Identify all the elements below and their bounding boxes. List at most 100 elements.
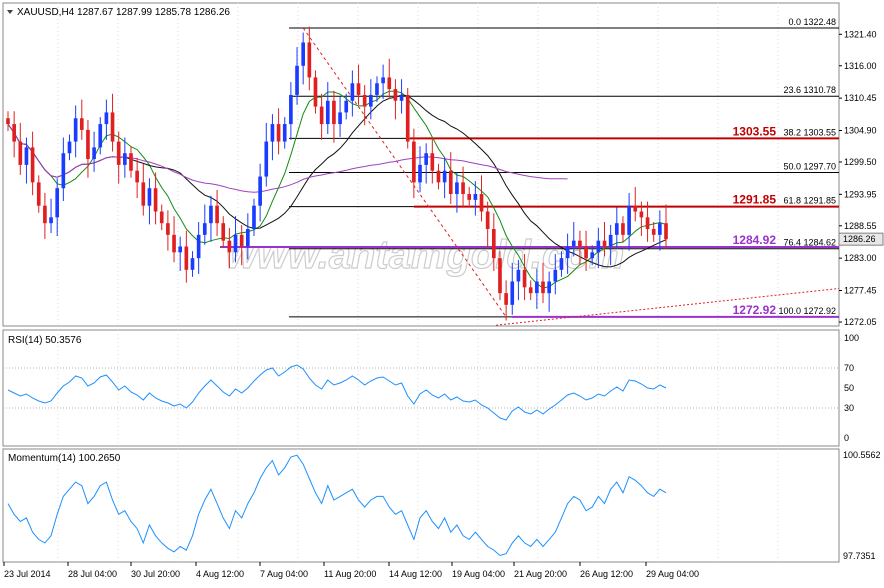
- candle[interactable]: [405, 87, 410, 149]
- candle[interactable]: [18, 122, 23, 175]
- candle[interactable]: [608, 224, 613, 266]
- candle[interactable]: [424, 143, 428, 184]
- candle[interactable]: [166, 210, 170, 251]
- candle[interactable]: [12, 111, 16, 158]
- candle[interactable]: [362, 85, 367, 126]
- candle[interactable]: [448, 152, 453, 204]
- candle[interactable]: [49, 198, 53, 234]
- candle[interactable]: [498, 251, 502, 301]
- candle[interactable]: [73, 105, 78, 158]
- candle[interactable]: [590, 245, 595, 266]
- candle[interactable]: [325, 82, 330, 134]
- candle[interactable]: [639, 201, 644, 237]
- candle[interactable]: [221, 216, 226, 248]
- candle[interactable]: [584, 230, 588, 271]
- candle[interactable]: [98, 117, 103, 155]
- candle[interactable]: [6, 111, 10, 132]
- candle[interactable]: [178, 236, 183, 271]
- triangle-down-icon[interactable]: [7, 10, 13, 14]
- candle[interactable]: [350, 70, 355, 117]
- candle[interactable]: [264, 122, 269, 187]
- candle[interactable]: [651, 222, 656, 242]
- candle[interactable]: [307, 26, 312, 91]
- candle[interactable]: [110, 93, 115, 152]
- candle[interactable]: [301, 32, 306, 85]
- candle[interactable]: [258, 163, 262, 222]
- candle[interactable]: [479, 175, 484, 222]
- candle[interactable]: [571, 222, 576, 257]
- candle[interactable]: [159, 204, 164, 231]
- candle[interactable]: [215, 189, 219, 237]
- candle[interactable]: [368, 79, 373, 120]
- candle[interactable]: [535, 268, 539, 309]
- candle[interactable]: [442, 157, 447, 199]
- candle[interactable]: [387, 58, 392, 100]
- candle[interactable]: [246, 213, 250, 260]
- candle[interactable]: [455, 172, 459, 213]
- candle[interactable]: [282, 117, 287, 149]
- candle[interactable]: [270, 114, 275, 161]
- trend-line-down[interactable]: [302, 27, 507, 318]
- candle[interactable]: [541, 262, 545, 304]
- candle[interactable]: [24, 137, 29, 184]
- candle[interactable]: [79, 99, 84, 140]
- candle[interactable]: [227, 227, 232, 269]
- candle[interactable]: [664, 204, 668, 250]
- candle[interactable]: [430, 137, 435, 184]
- candle[interactable]: [289, 82, 293, 140]
- candle[interactable]: [276, 108, 281, 155]
- candle[interactable]: [43, 192, 47, 239]
- candle[interactable]: [61, 137, 66, 202]
- candle[interactable]: [375, 76, 379, 102]
- candle[interactable]: [522, 254, 527, 301]
- candle[interactable]: [614, 207, 619, 248]
- candle[interactable]: [233, 216, 238, 263]
- candle[interactable]: [141, 163, 146, 216]
- candle[interactable]: [295, 47, 299, 105]
- candle[interactable]: [252, 198, 256, 237]
- candle[interactable]: [645, 201, 650, 242]
- price-panel[interactable]: [2, 2, 840, 327]
- candle[interactable]: [338, 96, 342, 137]
- candle[interactable]: [184, 230, 189, 283]
- candle[interactable]: [485, 201, 490, 248]
- candle[interactable]: [633, 187, 638, 222]
- candle[interactable]: [510, 262, 515, 315]
- candle[interactable]: [116, 131, 121, 184]
- candle[interactable]: [332, 90, 336, 143]
- candle[interactable]: [596, 227, 601, 269]
- candle[interactable]: [36, 175, 41, 213]
- candle[interactable]: [172, 216, 176, 263]
- candle[interactable]: [547, 271, 551, 312]
- candle[interactable]: [627, 192, 631, 251]
- candle[interactable]: [129, 146, 133, 178]
- candle[interactable]: [461, 166, 465, 207]
- candle[interactable]: [147, 178, 152, 225]
- candle[interactable]: [356, 64, 361, 105]
- candle[interactable]: [399, 79, 404, 114]
- candle[interactable]: [559, 251, 564, 277]
- candle[interactable]: [104, 99, 109, 140]
- candle[interactable]: [239, 224, 244, 266]
- candle[interactable]: [565, 233, 570, 274]
- candle[interactable]: [412, 128, 416, 199]
- rsi-panel[interactable]: [2, 329, 840, 447]
- candle[interactable]: [418, 146, 422, 193]
- candle[interactable]: [153, 172, 158, 225]
- candle[interactable]: [135, 157, 139, 199]
- candle[interactable]: [436, 163, 441, 190]
- candle[interactable]: [30, 131, 35, 196]
- candle[interactable]: [381, 64, 385, 100]
- candle[interactable]: [602, 222, 607, 257]
- candle[interactable]: [67, 134, 72, 161]
- candle[interactable]: [467, 187, 472, 207]
- candle[interactable]: [123, 137, 127, 178]
- candle[interactable]: [516, 259, 521, 301]
- candle[interactable]: [578, 230, 582, 266]
- candle[interactable]: [55, 178, 60, 237]
- candle[interactable]: [92, 131, 96, 172]
- candle[interactable]: [491, 213, 496, 271]
- candle[interactable]: [344, 93, 349, 120]
- momentum-panel[interactable]: [2, 448, 840, 563]
